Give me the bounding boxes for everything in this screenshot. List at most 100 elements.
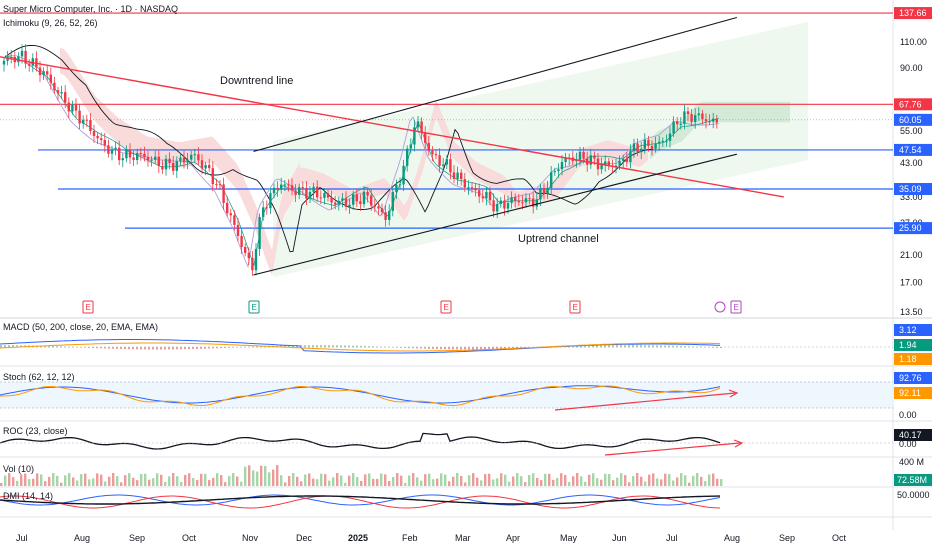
volume-bar [76, 480, 79, 486]
volume-bar [252, 470, 255, 486]
macd-histogram-bar [468, 347, 470, 350]
volume-bar [36, 473, 39, 486]
candle-body [208, 164, 211, 169]
candle-body [492, 200, 495, 212]
macd-histogram-bar [164, 347, 166, 350]
candle-body [701, 113, 704, 120]
macd-histogram-bar [652, 345, 654, 348]
volume-bar [664, 473, 667, 486]
volume-bar [536, 477, 539, 486]
macd-histogram-bar [112, 347, 114, 349]
earnings-marker [569, 300, 581, 314]
stoch-tag-1 [894, 372, 932, 384]
candle-body [46, 71, 49, 75]
volume-bar [456, 473, 459, 486]
candle-body [254, 248, 258, 271]
macd-value-3: 1.18 [899, 354, 917, 364]
candle-body [319, 197, 322, 199]
candle-body [107, 145, 110, 154]
macd-histogram-bar [712, 347, 714, 348]
macd-histogram-bar [312, 345, 314, 348]
price-tag [894, 143, 932, 156]
candle-body [175, 161, 178, 171]
volume-bar [444, 474, 447, 486]
price-tag-label: 137.66 [899, 8, 927, 18]
macd-histogram-bar [584, 345, 586, 348]
candle-body [323, 193, 326, 198]
downtrend-line [0, 56, 784, 198]
candle-body [89, 119, 92, 132]
volume-bar [520, 476, 523, 486]
price-tags: 137.66 67.76 60.05 47.54 35.09 25.90 [894, 7, 932, 235]
candlestick-series [2, 44, 718, 277]
vol-value: 72.58M [897, 475, 927, 485]
volume-bar [248, 465, 251, 486]
macd-histogram-bar [328, 345, 330, 348]
candle-body [298, 187, 301, 195]
volume-bar [264, 466, 267, 486]
macd-histogram-bar [596, 345, 598, 348]
volume-bar [8, 473, 11, 486]
macd-histogram-bar [136, 347, 138, 350]
indicator-label: Ichimoku (9, 26, 52, 26) [3, 18, 98, 28]
earnings-marker-label: E [252, 303, 257, 312]
macd-histogram-bar [420, 347, 422, 349]
price-tag-label: 60.05 [899, 115, 922, 125]
candle-body [272, 187, 276, 194]
candle-body [60, 92, 63, 94]
macd-histogram-bar [648, 345, 650, 348]
macd-histogram-bar [344, 345, 346, 348]
volume-bar [120, 482, 123, 486]
time-tick: Oct [832, 533, 847, 543]
volume-bar [140, 473, 143, 486]
price-tag [894, 222, 932, 235]
volume-bar [572, 476, 575, 486]
macd-histogram-bar [124, 347, 126, 350]
macd-histogram-bar [0, 345, 2, 348]
volume-bar [92, 478, 95, 486]
volume-bar [196, 479, 199, 486]
candle-body [582, 151, 585, 159]
candle-body [640, 148, 643, 153]
candle-body [308, 191, 312, 199]
volume-bar [448, 481, 451, 486]
candle-body [10, 56, 13, 58]
candle-body [481, 196, 484, 199]
macd-histogram-bar [500, 347, 502, 350]
volume-bar [16, 480, 19, 486]
volume-bar [32, 478, 35, 486]
macd-histogram-bar [460, 347, 462, 350]
candle-body [100, 138, 103, 141]
candle-body [125, 150, 128, 159]
macd-histogram-bar [360, 345, 362, 348]
candle-body [31, 58, 34, 66]
volume-bar [320, 473, 323, 486]
macd-histogram-bar [208, 347, 210, 349]
macd-histogram-bar [100, 347, 102, 349]
candle-body [269, 193, 272, 209]
macd-tag-3 [894, 353, 932, 365]
candle-body [427, 142, 430, 151]
volume-bar [412, 473, 415, 486]
volume-bar [96, 473, 99, 486]
volume-bar [292, 473, 295, 486]
candle-body [391, 192, 394, 211]
candle-body [337, 200, 340, 205]
macd-label: MACD (50, 200, close, 20, EMA, EMA) [3, 322, 158, 332]
volume-bar [376, 478, 379, 486]
candle-body [265, 207, 268, 209]
volume-bar [528, 475, 531, 486]
volume-bar [128, 473, 131, 486]
candle-body [614, 165, 618, 167]
uptrend-annotation: Uptrend channel [518, 233, 599, 245]
volume-bar [356, 477, 359, 486]
roc-trend-arrow [604, 442, 741, 456]
volume-bar [468, 475, 471, 486]
volume-bar [304, 474, 307, 486]
macd-value-1: 3.12 [899, 325, 917, 335]
trend-lines [0, 16, 784, 276]
macd-histogram-bar [232, 347, 234, 348]
candle-body [460, 172, 463, 180]
candle-body [370, 195, 373, 206]
